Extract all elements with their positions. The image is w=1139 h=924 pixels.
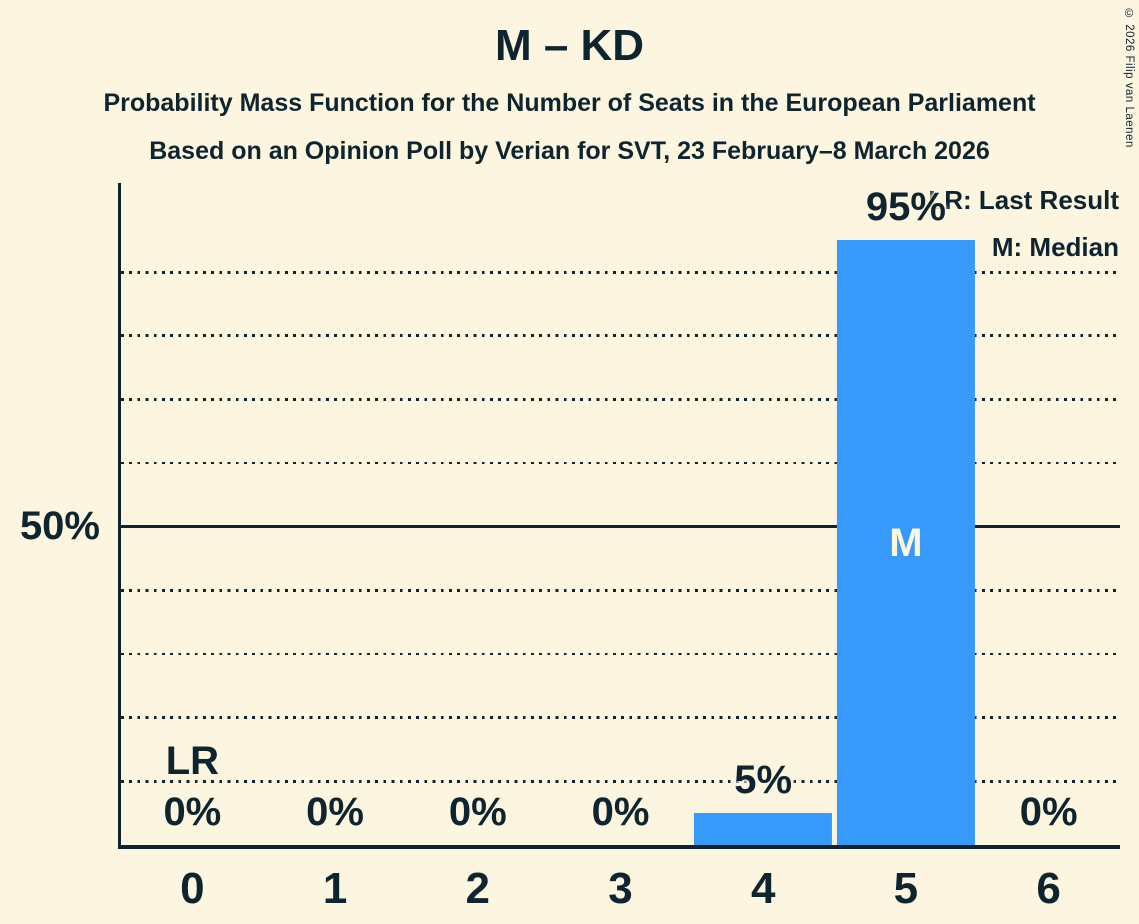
- column-seats-0: 0% LR: [121, 183, 264, 845]
- x-tick-label-4: 4: [750, 864, 776, 913]
- bar-value-label: 5%: [734, 758, 793, 803]
- gridline-dotted-10pct: [121, 779, 1120, 783]
- chart-subtitle-line2: Based on an Opinion Poll by Verian for S…: [149, 137, 990, 165]
- chart-title: M – KD: [494, 21, 645, 70]
- column-seats-4: 5%: [692, 183, 835, 845]
- column-seats-1: 0%: [264, 183, 407, 845]
- gridline-dotted-70pct: [121, 398, 1120, 401]
- y-axis-line: [118, 183, 121, 848]
- bar-value-label: 0%: [306, 790, 364, 834]
- gridline-solid-50pct: [121, 525, 1120, 529]
- x-tick-label-0: 0: [180, 864, 205, 913]
- x-tick-label-2: 2: [465, 864, 491, 913]
- x-tick-label-6: 6: [1036, 864, 1061, 913]
- x-axis-tick-labels: 0 1 2 3 4 5 6: [121, 867, 1120, 913]
- plot-area: 0% LR 0% 0% 0% 5% M 95% 0%: [121, 183, 1120, 845]
- gridline-dotted-90pct: [121, 270, 1120, 274]
- bar-value-label: 0%: [163, 790, 222, 834]
- gridline-dotted-40pct: [121, 589, 1120, 592]
- column-seats-2: 0%: [406, 183, 549, 845]
- column-seats-3: 0%: [549, 183, 692, 845]
- legend-median: M: Median: [991, 232, 1119, 262]
- median-marker-label: M: [889, 520, 923, 565]
- copyright-notice: © 2026 Filip van Laenen: [1123, 8, 1135, 148]
- y-axis-50-percent-label: 50%: [19, 504, 100, 548]
- x-tick-label-5: 5: [893, 864, 919, 913]
- bar-value-label: 0%: [591, 790, 650, 834]
- bar-value-label: 0%: [448, 790, 507, 834]
- gridline-dotted-80pct: [121, 334, 1120, 338]
- legend: LR: Last Result M: Median: [928, 187, 1119, 260]
- gridline-dotted-30pct: [121, 652, 1120, 656]
- bar-seats-4: [694, 813, 833, 845]
- bar-seats-5: M: [836, 240, 975, 845]
- x-tick-label-3: 3: [608, 864, 633, 913]
- chart-subtitle-line1: Probability Mass Function for the Number…: [103, 89, 1036, 117]
- last-result-marker-label: LR: [165, 739, 220, 783]
- column-seats-5: M 95%: [835, 183, 978, 845]
- legend-last-result: LR: Last Result: [928, 185, 1119, 215]
- gridline-dotted-60pct: [121, 461, 1120, 465]
- gridline-dotted-20pct: [121, 716, 1120, 720]
- column-seats-6: 0%: [977, 183, 1120, 845]
- x-axis-line: [118, 845, 1120, 849]
- bar-value-label: 95%: [865, 185, 946, 230]
- bar-value-label: 0%: [1019, 790, 1078, 834]
- x-tick-label-1: 1: [322, 864, 348, 913]
